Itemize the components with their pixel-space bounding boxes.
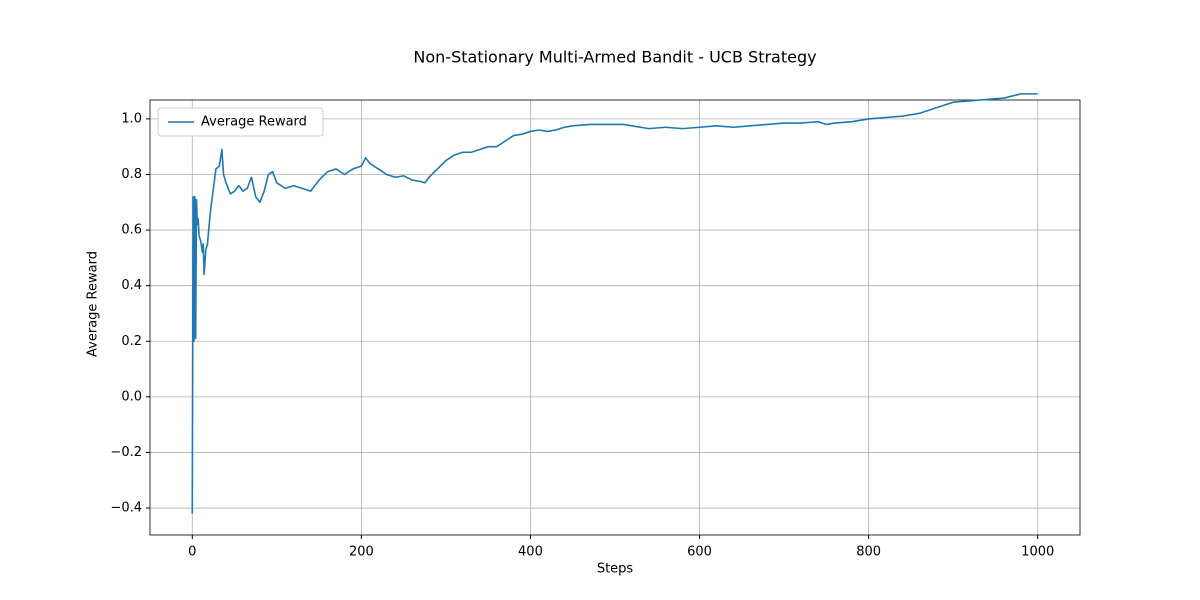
x-tick-label: 600 [687, 545, 712, 560]
x-axis-label: Steps [597, 562, 634, 577]
legend-box [157, 107, 324, 137]
y-tick-label: −0.4 [110, 501, 142, 516]
data-line [191, 93, 1038, 514]
x-tick-label: 1000 [1021, 545, 1054, 560]
y-tick-label: 0.8 [121, 167, 142, 182]
y-axis-label: Average Reward [86, 251, 101, 357]
x-tick-label: 0 [188, 545, 196, 560]
plot-frame [149, 99, 1081, 536]
y-tick-label: 0.6 [121, 223, 142, 238]
y-tick-label: 0.2 [121, 334, 142, 349]
y-tick-label: −0.2 [110, 445, 142, 460]
x-tick-label: 400 [518, 545, 543, 560]
x-tick-label: 200 [349, 545, 374, 560]
x-tick-label: 800 [856, 545, 881, 560]
y-tick-label: 0.4 [121, 278, 142, 293]
y-tick-label: 0.0 [121, 389, 142, 404]
legend-label: Average Reward [201, 115, 307, 130]
y-tick-label: 1.0 [121, 111, 142, 126]
chart-title: Non-Stationary Multi-Armed Bandit - UCB … [413, 48, 816, 67]
